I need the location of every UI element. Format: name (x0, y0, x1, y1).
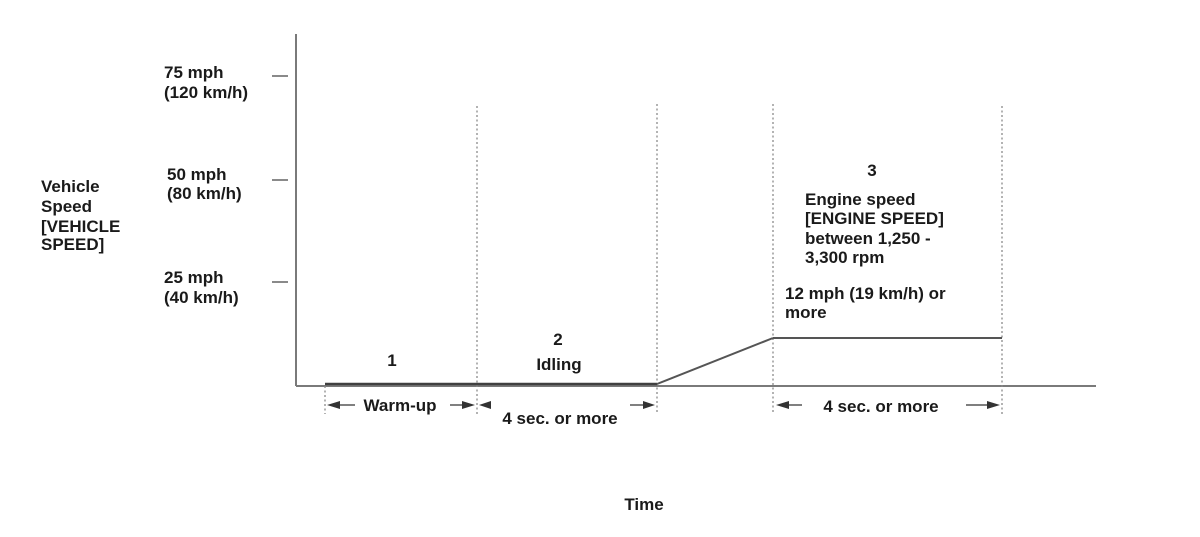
arrowhead-left (776, 401, 789, 409)
y-tick-50-kmh: (80 km/h) (167, 184, 242, 203)
phase-3-duration-label: 4 sec. or more (823, 397, 938, 416)
phase-3-note-line-3: between 1,250 - (805, 229, 931, 248)
y-tick-50: 50 mph (80 km/h) (167, 165, 242, 203)
phase-3-note-line-1: Engine speed (805, 190, 916, 209)
phase-2-duration-arrow (479, 401, 655, 409)
phase-3-engine-speed-note: Engine speed [ENGINE SPEED] between 1,25… (805, 190, 944, 267)
phase-1-number: 1 (387, 351, 396, 370)
y-axis-title-line-3: [VEHICLE (41, 217, 120, 236)
phase-3-speed-line-2: more (785, 303, 827, 322)
arrowhead-right (987, 401, 1000, 409)
phase-3-duration-arrow (776, 401, 1000, 409)
arrowhead-right (643, 401, 655, 409)
phase-3-speed-label: 12 mph (19 km/h) or more (785, 284, 946, 322)
arrowhead-left (479, 401, 491, 409)
y-tick-50-mph: 50 mph (167, 165, 227, 184)
y-axis-title-line-2: Speed (41, 197, 92, 216)
phase-3-note-line-2: [ENGINE SPEED] (805, 209, 944, 228)
y-axis-title-line-1: Vehicle (41, 177, 100, 196)
y-axis-title: Vehicle Speed [VEHICLE SPEED] (41, 177, 120, 254)
speed-trace-ramp (656, 337, 774, 385)
y-tick-25-mph: 25 mph (164, 268, 224, 287)
y-tick-25-kmh: (40 km/h) (164, 288, 239, 307)
y-tick-75-mph: 75 mph (164, 63, 224, 82)
phase-3-note-line-4: 3,300 rpm (805, 248, 884, 267)
phase-2-title: Idling (536, 355, 581, 374)
arrowhead-left (327, 401, 340, 409)
phase-1-duration-label: Warm-up (363, 396, 436, 415)
phase-3-number: 3 (867, 161, 876, 180)
phase-1-duration-arrow (327, 401, 475, 409)
y-tick-25: 25 mph (40 km/h) (164, 268, 239, 307)
y-tick-75: 75 mph (120 km/h) (164, 63, 248, 102)
phase-2-number: 2 (553, 330, 562, 349)
arrowhead-right (462, 401, 475, 409)
y-tick-75-kmh: (120 km/h) (164, 83, 248, 102)
phase-3-speed-line-1: 12 mph (19 km/h) or (785, 284, 946, 303)
y-axis-title-line-4: SPEED] (41, 235, 104, 254)
x-axis-title: Time (624, 495, 663, 514)
phase-2-duration-label: 4 sec. or more (502, 409, 617, 428)
